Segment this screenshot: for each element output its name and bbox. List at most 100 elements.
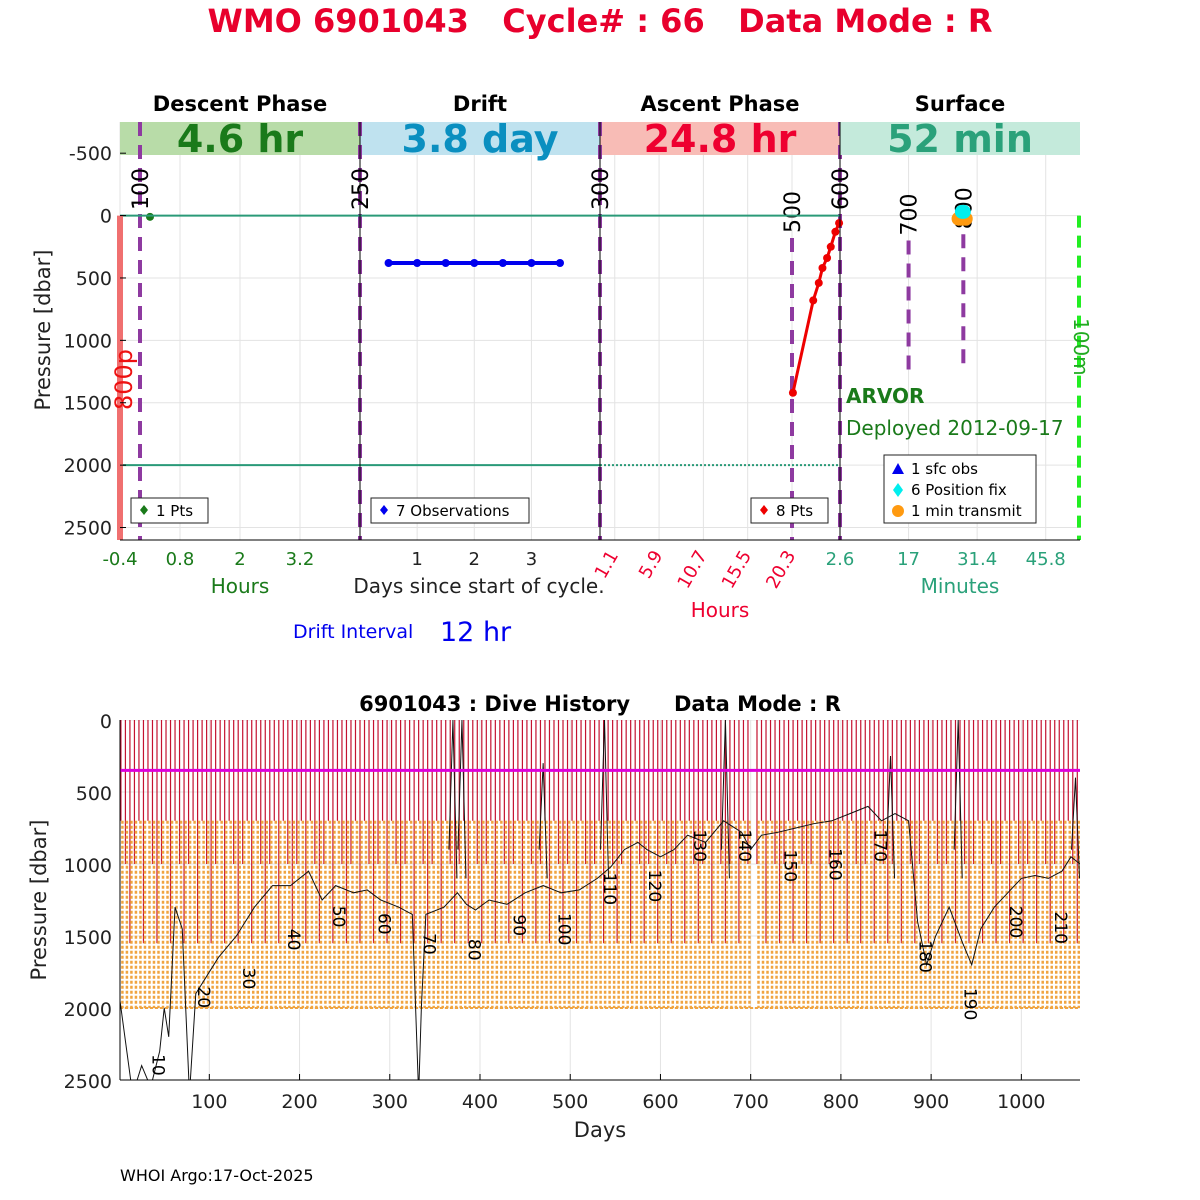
x-tick-label: 700 [733,1091,769,1113]
cycle-number-label: 80 [463,939,483,961]
y-tick-label: 1500 [64,927,112,949]
legend-marker [140,505,148,515]
x-tick-label: 3.2 [286,549,315,570]
data-point [146,212,154,221]
phase-title: Surface [915,92,1005,116]
phase-marker-label: 700 [898,194,923,236]
data-point [470,258,479,267]
dive-history-chart: 10 20 30 40 50 60 70 80 90 100 110 120 130 140 150 160 1… [27,692,1080,1142]
cycle-number-label: 60 [373,913,393,935]
data-point [835,219,844,228]
data-point [956,204,971,219]
phase-duration-band [360,122,600,155]
history-plot-area: 10 20 30 40 50 60 70 80 90 100 110 120 130 140 150 160 1… [120,720,1080,1080]
x-tick-label: 100 [191,1091,227,1113]
x-tick-label: 500 [552,1091,588,1113]
y-axis-label: Pressure [dbar] [31,250,55,411]
cycle-number-label: 20 [193,986,213,1008]
x-tick-label: 17 [897,549,920,570]
phase-marker-label: 500 [781,191,806,233]
data-point [441,258,450,267]
history-trace-spike [1070,777,1080,879]
history-trace-spike [600,720,610,879]
y-tick-label: 500 [76,268,112,290]
data-point [556,258,564,267]
x-axis-label: Hours [691,598,750,622]
history-trace-spike [720,720,730,879]
history-trace-spike [457,720,467,879]
y-tick-label: 1000 [64,855,112,877]
history-trace-spike [953,720,963,879]
legend-marker [892,463,904,474]
x-tick-label: 800 [823,1091,859,1113]
cycle-number-label: 190 [960,988,980,1020]
x-tick-label: 31.4 [957,549,997,570]
y-axis-label: Pressure [dbar] [27,820,51,981]
phase-marker-label: 300 [589,168,614,210]
y-tick-label: 1000 [64,330,112,352]
data-point [384,258,393,267]
x-tick-label: 2 [469,549,480,570]
x-tick-label: 1 [411,549,422,570]
y-tick-label: 2500 [64,1071,112,1093]
cycle-number-label: 110 [599,873,619,905]
data-point [527,258,536,267]
legend-marker [892,505,904,517]
cycle-number-label: 180 [915,940,935,972]
cycle-number-label: 10 [148,1054,168,1076]
y-tick-label: 2500 [64,518,112,540]
legend-label: 1 min transmit [911,502,1022,520]
data-point [818,263,827,272]
y-tick-label: 1500 [64,393,112,415]
data-point [823,254,832,263]
legend-label: 6 Position fix [911,481,1007,499]
legend-marker [893,483,903,497]
footer-credit: WHOI Argo:17-Oct-2025 [120,1166,314,1185]
phase-marker-label: 100 [129,168,154,210]
phase-duration: 3.8 day [402,117,559,161]
legend-marker [760,505,768,515]
x-axis-label: Minutes [921,574,1000,598]
cycle-number-label: 200 [1005,906,1025,938]
cycle-number-label: 130 [689,829,709,861]
x-tick-label: 10.7 [673,547,711,592]
y-tick-label: 500 [76,783,112,805]
days-axis-label: Days since start of cycle. [353,574,604,598]
history-trace-spike [538,763,548,879]
cycle-number-label: 40 [283,929,303,951]
float-type-label: ARVOR [846,384,924,408]
y-tick-label: 2000 [64,455,112,477]
legend-marker [380,505,388,515]
deployed-date-label: Deployed 2012-09-17 [846,416,1064,440]
x-tick-label: 1000 [997,1091,1045,1113]
x-tick-label: 200 [281,1091,317,1113]
cycle-number-label: 90 [509,914,529,936]
phase-duration: 4.6 hr [177,117,304,161]
cycle-number-label: 170 [870,829,890,861]
history-trace-spike [448,720,458,879]
x-tick-label: 900 [913,1091,949,1113]
history-title: 6901043 : Dive History Data Mode : R [359,692,841,716]
legend-box [370,497,530,524]
x-tick-label: 2 [234,549,245,570]
x-tick-label: 2.6 [826,549,855,570]
cycle-number-label: 50 [328,906,348,928]
phase-marker-label: 600 [829,168,854,210]
y-tick-label: 2000 [64,999,112,1021]
phase-duration-band [120,122,360,155]
data-point [814,278,823,287]
legend-label: 1 Pts [156,502,193,520]
target-depth-label: 800p [110,349,138,410]
x-tick-label: 15.5 [718,547,756,592]
x-axis-label: Days [574,1118,626,1142]
x-tick-label: 5.9 [635,547,668,582]
x-tick-label: -0.4 [102,549,137,570]
legend-box [883,454,1037,524]
cycle-number-label: 140 [734,829,754,861]
x-tick-label: 45.8 [1026,549,1066,570]
surface-depth-label: 100m [1069,318,1093,376]
data-point [831,227,840,236]
x-tick-label: 400 [462,1091,498,1113]
data-point [809,296,818,305]
